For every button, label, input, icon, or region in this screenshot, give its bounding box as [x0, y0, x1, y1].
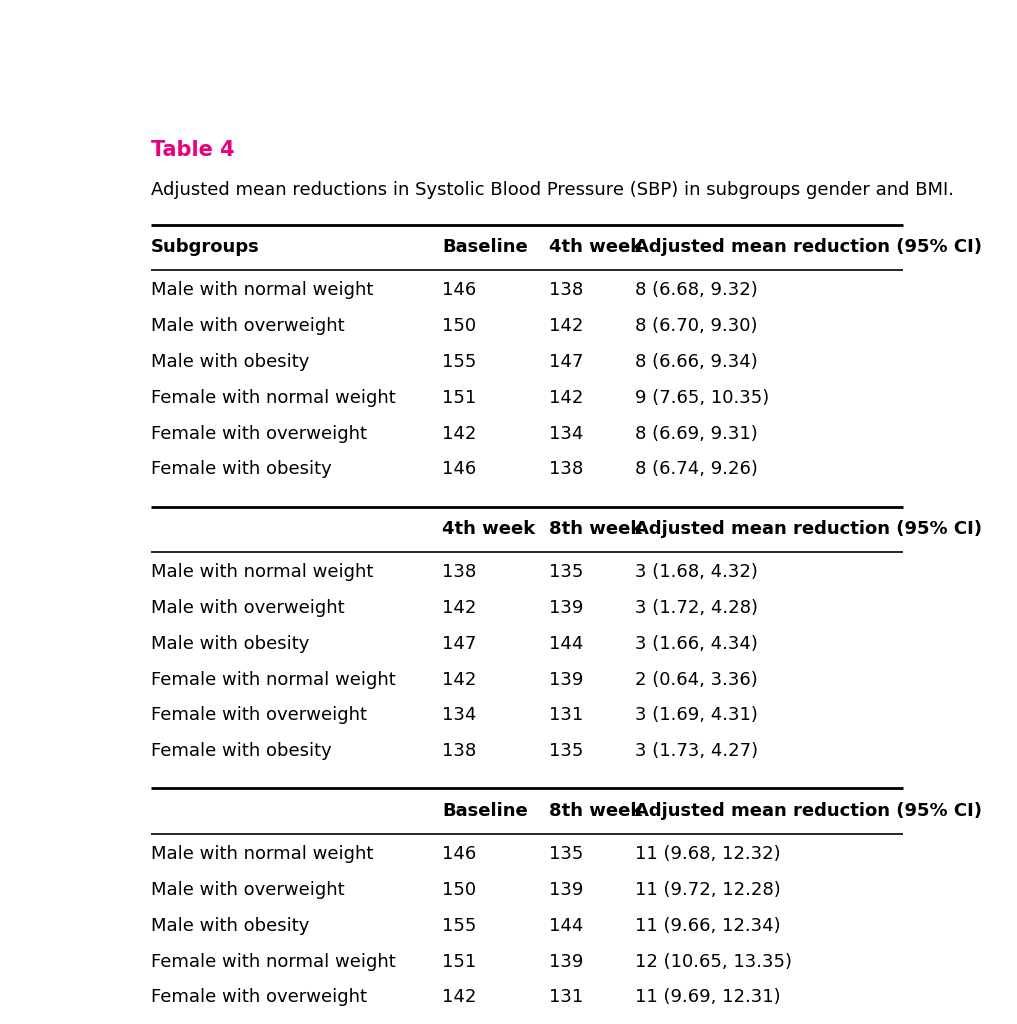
Text: 151: 151 [442, 952, 477, 971]
Text: 8 (6.74, 9.26): 8 (6.74, 9.26) [636, 461, 759, 478]
Text: Adjusted mean reduction (95% CI): Adjusted mean reduction (95% CI) [636, 520, 982, 539]
Text: 135: 135 [549, 563, 583, 581]
Text: 11 (9.72, 12.28): 11 (9.72, 12.28) [636, 881, 781, 899]
Text: 134: 134 [549, 425, 583, 442]
Text: Female with obesity: Female with obesity [151, 742, 332, 761]
Text: 139: 139 [549, 881, 583, 899]
Text: 138: 138 [549, 461, 583, 478]
Text: 11 (9.68, 12.32): 11 (9.68, 12.32) [636, 845, 781, 863]
Text: 147: 147 [442, 635, 477, 652]
Text: 3 (1.73, 4.27): 3 (1.73, 4.27) [636, 742, 759, 761]
Text: 144: 144 [549, 916, 583, 935]
Text: 2 (0.64, 3.36): 2 (0.64, 3.36) [636, 671, 759, 688]
Text: 3 (1.69, 4.31): 3 (1.69, 4.31) [636, 707, 759, 725]
Text: 138: 138 [442, 742, 477, 761]
Text: 138: 138 [549, 281, 583, 299]
Text: 4th week: 4th week [442, 520, 536, 539]
Text: 131: 131 [549, 707, 583, 725]
Text: 9 (7.65, 10.35): 9 (7.65, 10.35) [636, 389, 770, 407]
Text: Male with obesity: Male with obesity [151, 635, 309, 652]
Text: 8 (6.69, 9.31): 8 (6.69, 9.31) [636, 425, 759, 442]
Text: Male with obesity: Male with obesity [151, 916, 309, 935]
Text: 142: 142 [549, 389, 583, 407]
Text: 12 (10.65, 13.35): 12 (10.65, 13.35) [636, 952, 792, 971]
Text: Male with obesity: Male with obesity [151, 353, 309, 371]
Text: Subgroups: Subgroups [151, 239, 259, 256]
Text: 3 (1.68, 4.32): 3 (1.68, 4.32) [636, 563, 759, 581]
Text: Female with overweight: Female with overweight [151, 707, 367, 725]
Text: 155: 155 [442, 916, 477, 935]
Text: 139: 139 [549, 599, 583, 616]
Text: Baseline: Baseline [442, 802, 528, 820]
Text: Female with obesity: Female with obesity [151, 461, 332, 478]
Text: Female with normal weight: Female with normal weight [151, 671, 396, 688]
Text: 146: 146 [442, 461, 477, 478]
Text: 151: 151 [442, 389, 477, 407]
Text: 139: 139 [549, 671, 583, 688]
Text: 134: 134 [442, 707, 477, 725]
Text: 8th week: 8th week [549, 802, 642, 820]
Text: 139: 139 [549, 952, 583, 971]
Text: 142: 142 [442, 425, 477, 442]
Text: 131: 131 [549, 988, 583, 1007]
Text: 147: 147 [549, 353, 583, 371]
Text: 4th week: 4th week [549, 239, 642, 256]
Text: 142: 142 [442, 671, 477, 688]
Text: Male with normal weight: Male with normal weight [151, 281, 373, 299]
Text: Adjusted mean reductions in Systolic Blood Pressure (SBP) in subgroups gender an: Adjusted mean reductions in Systolic Blo… [151, 181, 954, 200]
Text: Female with normal weight: Female with normal weight [151, 952, 396, 971]
Text: 3 (1.72, 4.28): 3 (1.72, 4.28) [636, 599, 759, 616]
Text: 142: 142 [549, 317, 583, 335]
Text: 11 (9.66, 12.34): 11 (9.66, 12.34) [636, 916, 781, 935]
Text: 135: 135 [549, 742, 583, 761]
Text: 8 (6.66, 9.34): 8 (6.66, 9.34) [636, 353, 759, 371]
Text: Male with normal weight: Male with normal weight [151, 563, 373, 581]
Text: Male with overweight: Male with overweight [151, 317, 345, 335]
Text: Male with overweight: Male with overweight [151, 599, 345, 616]
Text: 8 (6.70, 9.30): 8 (6.70, 9.30) [636, 317, 758, 335]
Text: 150: 150 [442, 317, 477, 335]
Text: Male with normal weight: Male with normal weight [151, 845, 373, 863]
Text: 150: 150 [442, 881, 477, 899]
Text: 142: 142 [442, 599, 477, 616]
Text: 144: 144 [549, 635, 583, 652]
Text: 3 (1.66, 4.34): 3 (1.66, 4.34) [636, 635, 759, 652]
Text: Male with overweight: Male with overweight [151, 881, 345, 899]
Text: Female with overweight: Female with overweight [151, 988, 367, 1007]
Text: 155: 155 [442, 353, 477, 371]
Text: 146: 146 [442, 845, 477, 863]
Text: 146: 146 [442, 281, 477, 299]
Text: Female with normal weight: Female with normal weight [151, 389, 396, 407]
Text: Table 4: Table 4 [151, 140, 234, 160]
Text: 8 (6.68, 9.32): 8 (6.68, 9.32) [636, 281, 759, 299]
Text: 135: 135 [549, 845, 583, 863]
Text: Female with overweight: Female with overweight [151, 425, 367, 442]
Text: 11 (9.69, 12.31): 11 (9.69, 12.31) [636, 988, 781, 1007]
Text: 138: 138 [442, 563, 477, 581]
Text: 142: 142 [442, 988, 477, 1007]
Text: Baseline: Baseline [442, 239, 528, 256]
Text: 8th week: 8th week [549, 520, 642, 539]
Text: Adjusted mean reduction (95% CI): Adjusted mean reduction (95% CI) [636, 239, 982, 256]
Text: Adjusted mean reduction (95% CI): Adjusted mean reduction (95% CI) [636, 802, 982, 820]
